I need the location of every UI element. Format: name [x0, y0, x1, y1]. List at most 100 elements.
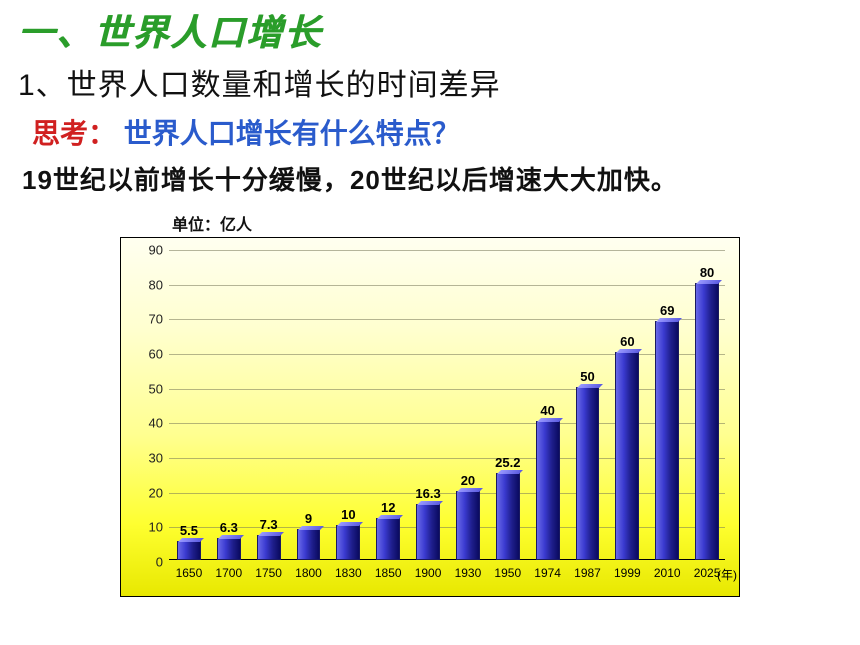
bar: 80: [695, 283, 719, 560]
bar-face: [696, 284, 718, 559]
x-tick-label: 1999: [614, 560, 641, 580]
y-tick-label: 70: [125, 312, 169, 327]
bar-value-label: 12: [381, 500, 395, 515]
bar: 40: [536, 421, 560, 560]
y-tick-label: 30: [125, 451, 169, 466]
x-tick-label: 1850: [375, 560, 402, 580]
chart-container: 单位：亿人 (年) 01020304050607080905.516506.31…: [120, 211, 740, 597]
answer-part-2: 世纪以前增长十分缓慢，: [53, 165, 350, 195]
bar: 10: [336, 525, 360, 560]
bar-value-label: 6.3: [220, 520, 238, 535]
y-tick-label: 90: [125, 243, 169, 258]
subsection-title: 1、世界人口数量和增长的时间差异: [18, 60, 842, 104]
bar-top: [497, 470, 523, 474]
grid-line: [169, 423, 725, 424]
bar-face: [537, 422, 559, 559]
answer-part-3: 20: [350, 165, 381, 195]
think-label: 思考：: [32, 118, 116, 149]
bar-top: [537, 418, 563, 422]
bar-value-label: 16.3: [415, 486, 440, 501]
x-axis-line: [169, 559, 725, 560]
bar-face: [656, 322, 678, 559]
plot-area: (年) 01020304050607080905.516506.317007.3…: [169, 250, 725, 560]
y-tick-label: 0: [125, 555, 169, 570]
grid-line: [169, 389, 725, 390]
x-tick-label: 1800: [295, 560, 322, 580]
x-tick-label: 1750: [255, 560, 282, 580]
bar-top: [298, 526, 324, 530]
bar: 12: [376, 518, 400, 560]
grid-line: [169, 285, 725, 286]
bar: 20: [456, 491, 480, 560]
y-tick-label: 80: [125, 277, 169, 292]
bar-face: [577, 388, 599, 559]
bar-top: [377, 515, 403, 519]
answer-part-1: 19: [22, 165, 53, 195]
bar-value-label: 9: [305, 511, 312, 526]
y-tick-label: 20: [125, 485, 169, 500]
answer-text: 19世纪以前增长十分缓慢，20世纪以后增速大大加快。: [22, 160, 842, 197]
bar-face: [377, 519, 399, 559]
bar-top: [656, 318, 682, 322]
bar-value-label: 7.3: [260, 517, 278, 532]
bar-top: [258, 532, 284, 536]
x-tick-label: 1974: [534, 560, 561, 580]
bar-face: [298, 530, 320, 559]
y-tick-label: 40: [125, 416, 169, 431]
x-tick-label: 1830: [335, 560, 362, 580]
bar-value-label: 40: [540, 403, 554, 418]
bar-value-label: 25.2: [495, 455, 520, 470]
bar-top: [696, 280, 722, 284]
bar-face: [178, 542, 200, 559]
bar-top: [337, 522, 363, 526]
bar: 5.5: [177, 541, 201, 560]
x-tick-label: 1650: [176, 560, 203, 580]
bar-face: [337, 526, 359, 559]
bar: 6.3: [217, 538, 241, 560]
bar-value-label: 50: [580, 369, 594, 384]
y-axis-unit: 单位：亿人: [172, 211, 740, 235]
grid-line: [169, 319, 725, 320]
grid-line: [169, 527, 725, 528]
section-heading: 一、世界人口增长: [18, 4, 842, 56]
bar-face: [417, 505, 439, 560]
y-tick-label: 50: [125, 381, 169, 396]
bar: 69: [655, 321, 679, 560]
y-tick-label: 10: [125, 520, 169, 535]
population-bar-chart: (年) 01020304050607080905.516506.317007.3…: [120, 237, 740, 597]
y-tick-label: 60: [125, 347, 169, 362]
bar: 50: [576, 387, 600, 560]
bar-top: [616, 349, 642, 353]
bar-top: [457, 488, 483, 492]
answer-part-4: 世纪以后增速大大加快。: [381, 165, 678, 195]
bar-top: [417, 501, 443, 505]
grid-line: [169, 458, 725, 459]
bar: 25.2: [496, 473, 520, 560]
bar-top: [577, 384, 603, 388]
bar-value-label: 69: [660, 303, 674, 318]
think-line: 思考： 世界人口增长有什么特点？: [32, 112, 842, 152]
bar: 16.3: [416, 504, 440, 561]
grid-line: [169, 250, 725, 251]
bar-face: [258, 536, 280, 559]
bar-face: [457, 492, 479, 559]
grid-line: [169, 354, 725, 355]
bar-value-label: 5.5: [180, 523, 198, 538]
bar-value-label: 60: [620, 334, 634, 349]
bar-value-label: 80: [700, 265, 714, 280]
bar-face: [218, 539, 240, 559]
x-tick-label: 1950: [494, 560, 521, 580]
x-tick-label: 1900: [415, 560, 442, 580]
bar: 9: [297, 529, 321, 560]
x-tick-label: 1930: [455, 560, 482, 580]
bar-face: [497, 474, 519, 559]
bar-face: [616, 353, 638, 559]
bar: 60: [615, 352, 639, 560]
bar-value-label: 20: [461, 473, 475, 488]
x-tick-label: 2025: [694, 560, 721, 580]
think-question: 世界人口增长有什么特点？: [124, 118, 460, 149]
bar-top: [218, 535, 244, 539]
bar: 7.3: [257, 535, 281, 560]
bar-top: [178, 538, 204, 542]
x-tick-label: 1700: [215, 560, 242, 580]
